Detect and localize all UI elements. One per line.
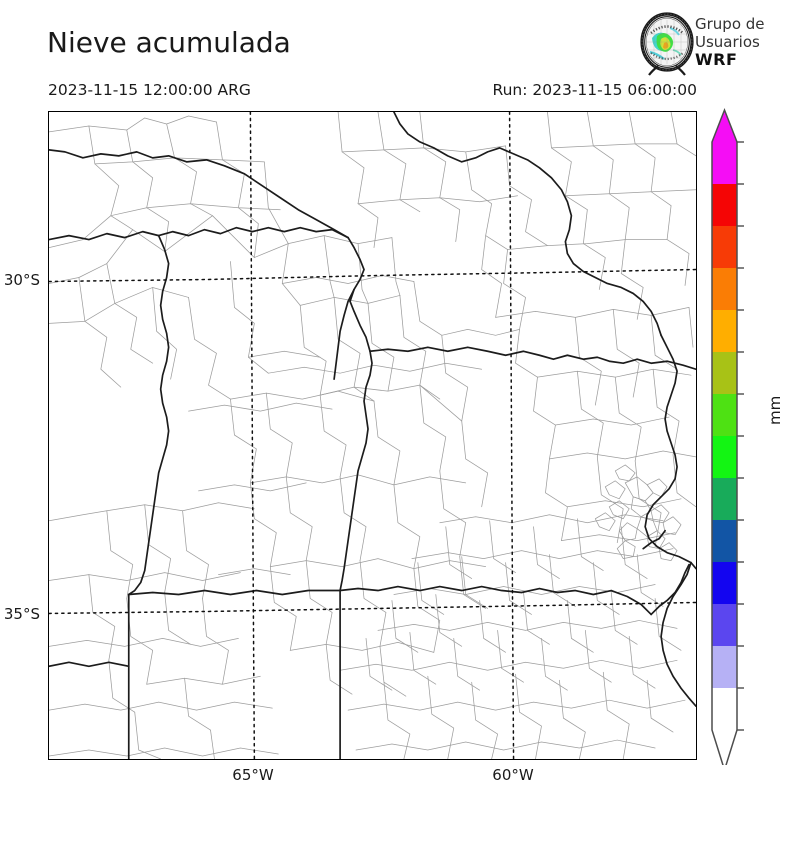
- axis-label-lat-35s: 35°S: [3, 605, 40, 623]
- colorbar-band: [712, 478, 737, 520]
- colorbar-band: [712, 268, 737, 310]
- colorbar[interactable]: 0.00.10.51.52.53.04.05.06.07.08.09.010.0…: [706, 105, 800, 765]
- graticule-lines: [49, 112, 696, 759]
- colorbar-band: [712, 142, 737, 184]
- map-vector-layers: [49, 112, 696, 759]
- province-boundaries: [49, 112, 696, 759]
- colorbar-band: [712, 310, 737, 352]
- colorbar-band: [712, 520, 737, 562]
- colorbar-ticks: [737, 141, 744, 731]
- colorbar-band: [712, 688, 737, 730]
- wrf-user-group-logo: Grupo de Usuarios WRF: [640, 12, 800, 78]
- wrf-user-group-seal-icon: [640, 12, 694, 76]
- colorbar-extend-min: [712, 730, 737, 765]
- colorbar-extend-max: [712, 110, 737, 142]
- logo-text: Grupo de Usuarios WRF: [695, 15, 800, 69]
- logo-line-2: Usuarios: [695, 33, 760, 51]
- colorbar-unit-label: mm: [766, 395, 784, 425]
- map-plot-area[interactable]: [48, 111, 697, 760]
- colorbar-svg: [711, 107, 744, 765]
- axis-label-lon-60w: 60°W: [492, 766, 534, 784]
- colorbar-band: [712, 352, 737, 394]
- colorbar-band: [712, 646, 737, 688]
- logo-line-3: WRF: [695, 50, 738, 69]
- colorbar-band: [712, 226, 737, 268]
- colorbar-band: [712, 436, 737, 478]
- colorbar-band: [712, 394, 737, 436]
- colorbar-band: [712, 604, 737, 646]
- page-title: Nieve acumulada: [47, 26, 291, 59]
- axis-label-lon-65w: 65°W: [232, 766, 274, 784]
- valid-time-label: 2023-11-15 12:00:00 ARG: [48, 81, 251, 99]
- logo-line-1: Grupo de: [695, 15, 765, 33]
- model-run-label: Run: 2023-11-15 06:00:00: [492, 81, 698, 99]
- department-boundaries: [49, 112, 696, 759]
- axis-label-lat-30s: 30°S: [3, 271, 40, 289]
- colorbar-band: [712, 562, 737, 604]
- colorbar-bands: [712, 110, 737, 765]
- colorbar-band: [712, 184, 737, 226]
